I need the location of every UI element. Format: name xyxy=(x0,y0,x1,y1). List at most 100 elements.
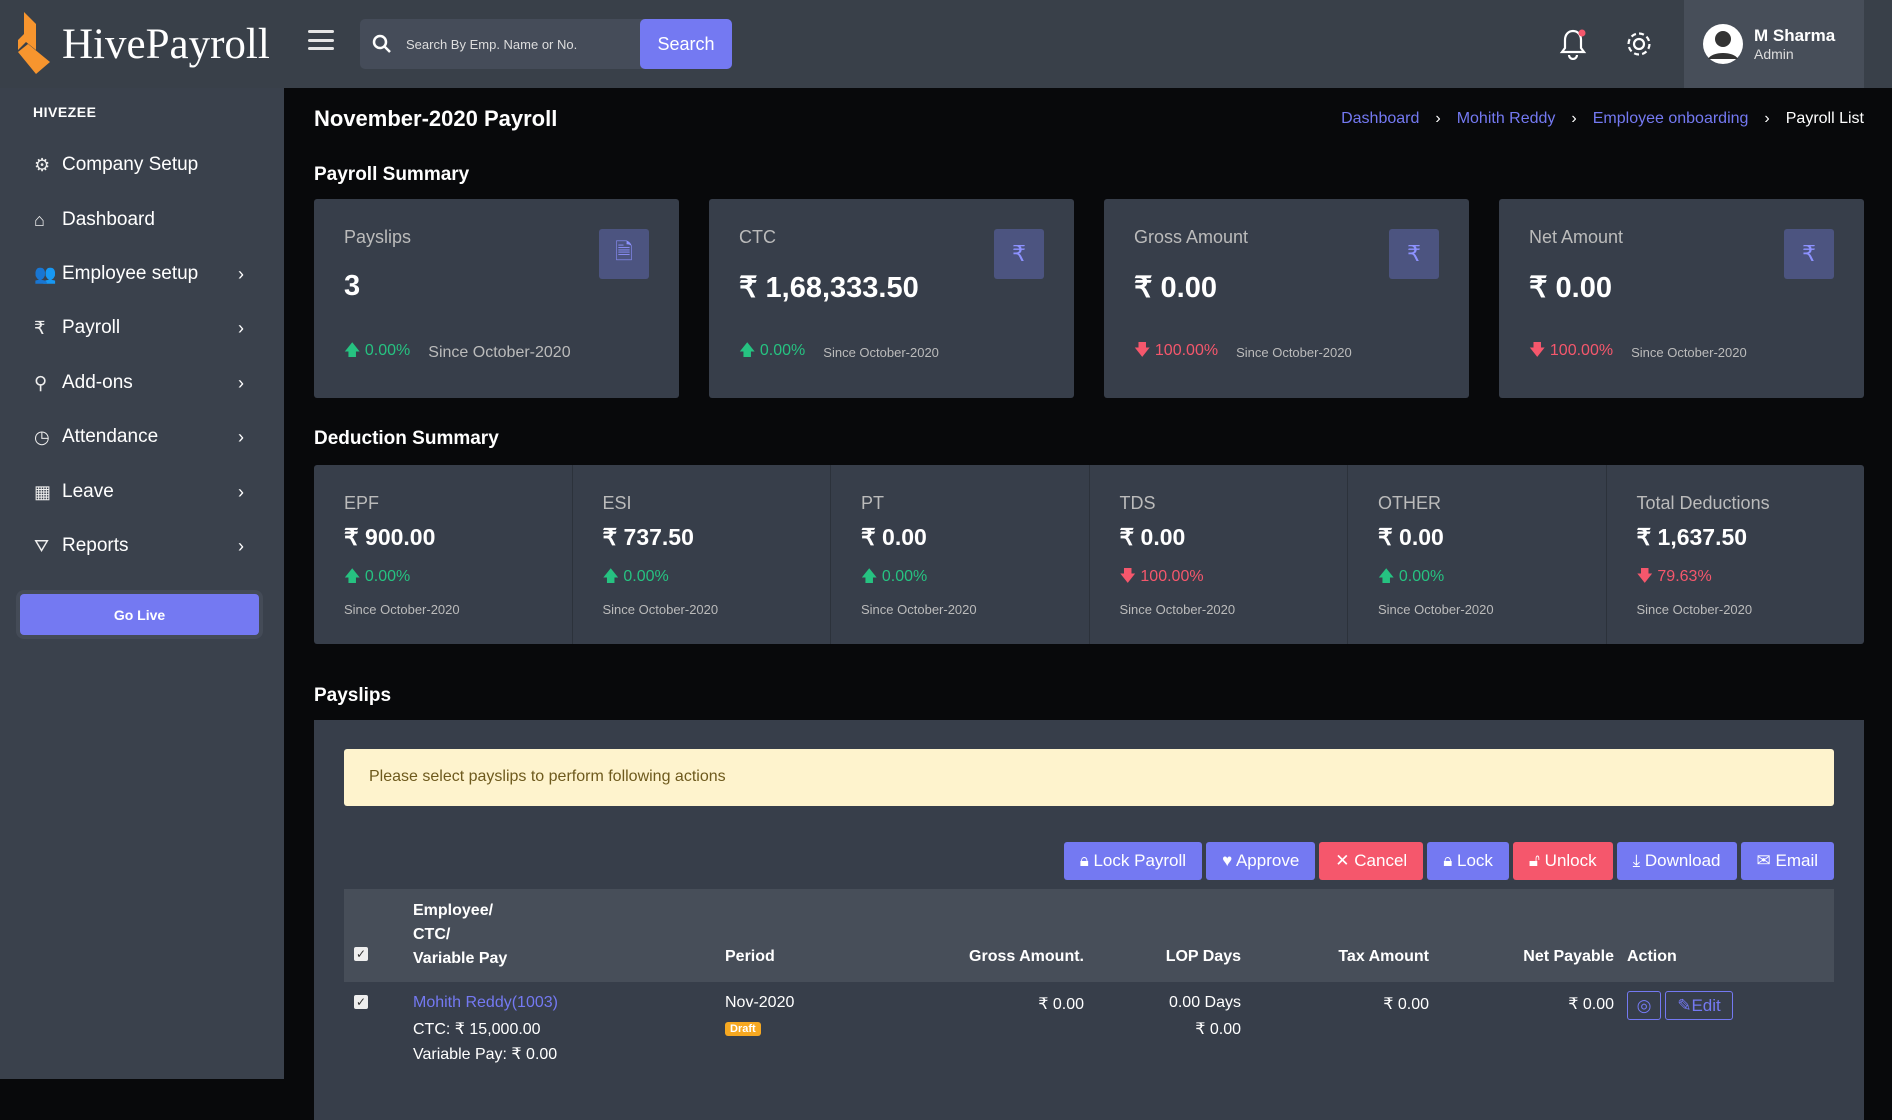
deduction-summary-heading: Deduction Summary xyxy=(314,428,499,449)
card-value: ₹ 0.00 xyxy=(1529,272,1612,304)
settings-gear-icon[interactable] xyxy=(1624,29,1654,59)
go-live-button[interactable]: Go Live xyxy=(20,594,259,635)
sidebar-item-leave[interactable]: ▦ Leave › xyxy=(34,472,244,512)
org-name: HIVEZEE xyxy=(33,104,97,120)
logo[interactable]: HivePayroll xyxy=(14,12,270,76)
avatar xyxy=(1703,24,1743,64)
cancel-button[interactable]: ✕ Cancel xyxy=(1319,842,1424,880)
user-menu[interactable]: M Sharma Admin xyxy=(1684,0,1864,88)
sidebar-item-label: Leave xyxy=(62,481,114,502)
breadcrumb-dashboard[interactable]: Dashboard xyxy=(1341,110,1420,127)
heart-icon: ♥ xyxy=(1222,851,1233,870)
col-employee: Employee/CTC/Variable Pay xyxy=(413,902,508,967)
filter-icon: ⛛ xyxy=(34,535,50,556)
chevron-right-icon: › xyxy=(1435,110,1441,127)
search-bar: Search xyxy=(360,19,732,69)
deduction-epf: EPF ₹ 900.00 🡅 0.00% Since October-2020 xyxy=(314,465,573,644)
select-all-checkbox[interactable]: ✓ xyxy=(354,947,368,961)
deduction-value: ₹ 1,637.50 xyxy=(1636,524,1748,550)
chevron-right-icon: › xyxy=(238,263,244,284)
card-since: Since October-2020 xyxy=(1631,345,1747,360)
status-badge: Draft xyxy=(725,1022,761,1036)
sidebar-item-reports[interactable]: ⛛ Reports › xyxy=(34,526,244,566)
card-label: Gross Amount xyxy=(1134,227,1249,247)
search-icon xyxy=(372,34,391,53)
deduction-since: Since October-2020 xyxy=(861,602,977,617)
employee-link[interactable]: Mohith Reddy(1003) xyxy=(413,994,558,1011)
gear-icon: ⚙ xyxy=(34,154,51,175)
deduction-esi: ESI ₹ 737.50 🡅 0.00% Since October-2020 xyxy=(573,465,831,644)
x-icon: ✕ xyxy=(1335,851,1350,870)
card-change: 🡇 100.00% xyxy=(1134,342,1219,359)
row-checkbox[interactable]: ✓ xyxy=(354,995,368,1009)
sidebar-item-payroll[interactable]: ₹ Payroll › xyxy=(34,308,244,348)
sidebar-item-add-ons[interactable]: ⚲ Add-ons › xyxy=(34,363,244,403)
chevron-right-icon: › xyxy=(238,481,244,502)
breadcrumb-employee[interactable]: Mohith Reddy xyxy=(1456,110,1556,127)
deduction-change: 🡇 79.63% xyxy=(1636,568,1712,585)
sidebar-item-dashboard[interactable]: ⌂ Dashboard xyxy=(34,200,244,240)
download-button[interactable]: ⤓ Download xyxy=(1616,842,1737,880)
view-button[interactable]: ◎ xyxy=(1627,991,1661,1020)
deduction-label: EPF xyxy=(344,493,380,513)
period: Nov-2020 xyxy=(725,994,795,1011)
deduction-value: ₹ 0.00 xyxy=(1119,524,1186,550)
deduction-label: ESI xyxy=(602,493,632,513)
employee-variable-pay: Variable Pay: ₹ 0.00 xyxy=(413,1046,558,1063)
chevron-right-icon: › xyxy=(238,426,244,447)
table-header: ✓ Employee/CTC/Variable Pay Period Gross… xyxy=(344,889,1834,982)
card-label: CTC xyxy=(739,227,776,247)
rupee-icon: ₹ xyxy=(1784,229,1834,279)
notification-bell-icon[interactable] xyxy=(1558,28,1588,60)
lock-button[interactable]: 🔒︎ Lock xyxy=(1427,842,1509,880)
search-input[interactable] xyxy=(406,36,626,52)
payroll-summary-heading: Payroll Summary xyxy=(314,164,470,185)
lock-icon: 🔒︎ xyxy=(1079,851,1089,870)
deduction-value: ₹ 737.50 xyxy=(602,524,694,550)
card-change: 🡅 0.00% xyxy=(344,342,411,359)
chevron-right-icon: › xyxy=(1764,110,1770,127)
breadcrumb-onboarding[interactable]: Employee onboarding xyxy=(1592,110,1749,127)
sidebar-item-label: Add-ons xyxy=(62,372,133,393)
tax-amount: ₹ 0.00 xyxy=(1383,996,1429,1013)
search-button[interactable]: Search xyxy=(640,19,732,69)
sidebar-item-attendance[interactable]: ◷ Attendance › xyxy=(34,417,244,457)
breadcrumb-current: Payroll List xyxy=(1785,110,1864,127)
sidebar-item-company-setup[interactable]: ⚙ Company Setup xyxy=(34,145,244,185)
col-tax: Tax Amount xyxy=(1338,948,1429,965)
sidebar-item-label: Payroll xyxy=(62,317,121,338)
addons-icon: ⚲ xyxy=(34,372,48,393)
scrollbar[interactable] xyxy=(1870,88,1892,1079)
rupee-icon: ₹ xyxy=(1389,229,1439,279)
sidebar-item-label: Attendance xyxy=(62,426,159,447)
email-button[interactable]: ✉ Email xyxy=(1740,842,1834,880)
deduction-since: Since October-2020 xyxy=(1378,602,1494,617)
page-title: November-2020 Payroll xyxy=(314,106,558,131)
edit-button[interactable]: ✎ Edit xyxy=(1665,991,1733,1020)
deduction-change: 🡅 0.00% xyxy=(861,568,928,585)
summary-card-gross-amount: Gross Amount ₹ 0.00 ₹ 🡇 100.00% Since Oct… xyxy=(1104,199,1469,398)
download-icon: ⤓ xyxy=(1632,851,1641,870)
unlock-button[interactable]: 🔓︎ Unlock xyxy=(1512,842,1613,880)
approve-button[interactable]: ♥ Approve xyxy=(1206,842,1316,880)
menu-toggle-icon[interactable] xyxy=(308,30,334,50)
sidebar: HIVEZEE ⚙ Company Setup ⌂ Dashboard 👥 Emplo… xyxy=(0,88,284,1079)
card-label: Payslips xyxy=(344,227,412,247)
card-value: 3 xyxy=(344,270,361,302)
deduction-value: ₹ 900.00 xyxy=(344,524,436,550)
lop-amount: ₹ 0.00 xyxy=(1195,1021,1241,1038)
deduction-pt: PT ₹ 0.00 🡅 0.00% Since October-2020 xyxy=(831,465,1090,644)
deduction-summary: EPF ₹ 900.00 🡅 0.00% Since October-2020 E… xyxy=(314,465,1864,644)
card-value: ₹ 0.00 xyxy=(1134,272,1217,304)
deduction-tds: TDS ₹ 0.00 🡇 100.00% Since October-2020 xyxy=(1090,465,1348,644)
payslips-panel: Please select payslips to perform follow… xyxy=(314,720,1864,1120)
deduction-change: 🡅 0.00% xyxy=(602,568,669,585)
chevron-right-icon: › xyxy=(238,535,244,556)
col-gross: Gross Amount. xyxy=(969,948,1084,965)
sidebar-item-employee-setup[interactable]: 👥 Employee setup › xyxy=(34,254,244,294)
deduction-since: Since October-2020 xyxy=(1636,602,1753,617)
col-lop: LOP Days xyxy=(1165,948,1241,965)
sidebar-item-label: Reports xyxy=(62,535,129,556)
lock-payroll-button[interactable]: 🔒︎ Lock Payroll xyxy=(1063,842,1203,880)
unlock-icon: 🔓︎ xyxy=(1528,851,1540,870)
